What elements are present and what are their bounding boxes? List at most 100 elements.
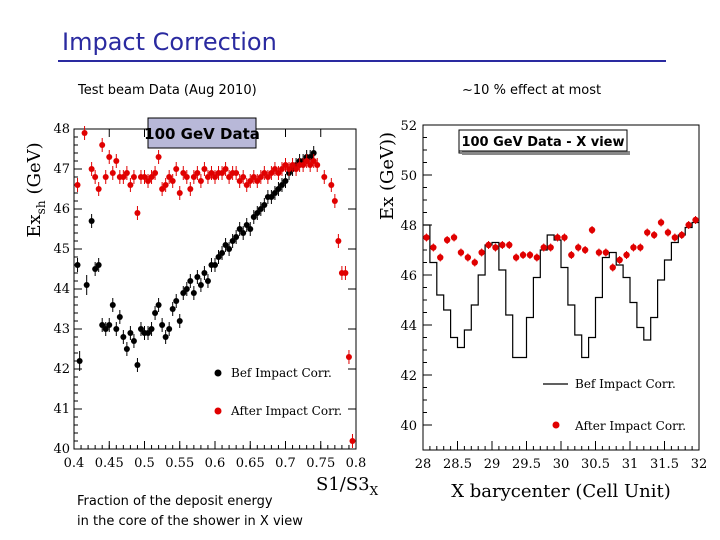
left-point-before bbox=[180, 290, 187, 296]
right-point-after bbox=[423, 234, 430, 241]
left-ytick-label: 42 bbox=[53, 362, 70, 377]
left-point-after bbox=[349, 438, 356, 444]
left-point-after bbox=[335, 238, 342, 244]
right-xtick-label: 31 bbox=[622, 457, 639, 472]
right-box-label: 100 GeV Data - X view bbox=[461, 135, 624, 150]
left-point-before bbox=[162, 334, 169, 340]
left-point-before bbox=[183, 286, 190, 292]
caption-line-1: Fraction of the deposit energy bbox=[77, 494, 273, 509]
right-point-after bbox=[457, 249, 465, 256]
right-ytick-label: 52 bbox=[400, 119, 417, 134]
left-point-before bbox=[229, 238, 236, 244]
left-xtick-label: 0.7 bbox=[275, 456, 296, 471]
left-point-after bbox=[127, 182, 134, 188]
right-series-before-line bbox=[423, 221, 699, 359]
right-point-after bbox=[485, 241, 492, 249]
left-point-before bbox=[240, 230, 247, 236]
left-point-after bbox=[102, 174, 109, 180]
right-chart-marks bbox=[423, 216, 699, 359]
left-ytick-label: 47 bbox=[53, 162, 70, 177]
left-point-after bbox=[289, 162, 296, 168]
left-point-before bbox=[247, 226, 254, 232]
left-point-after bbox=[226, 174, 233, 180]
left-chart-subtitle: Test beam Data (Aug 2010) bbox=[78, 83, 257, 98]
left-point-after bbox=[152, 170, 159, 176]
left-point-after bbox=[310, 158, 317, 164]
svg-text:Exsh(GeV): Exsh (GeV) bbox=[24, 142, 48, 237]
left-point-before bbox=[204, 278, 211, 284]
left-point-before bbox=[212, 262, 218, 268]
left-point-after bbox=[183, 174, 190, 180]
right-point-after bbox=[568, 251, 575, 259]
left-point-before bbox=[109, 302, 116, 308]
left-point-before bbox=[127, 330, 134, 336]
right-ytick-label: 42 bbox=[400, 369, 417, 384]
left-legend-before: Bef Impact Corr. bbox=[231, 366, 332, 380]
left-point-before bbox=[215, 254, 222, 260]
right-point-after bbox=[471, 259, 478, 266]
left-point-after bbox=[141, 174, 148, 180]
left-point-after bbox=[307, 162, 314, 168]
left-point-after bbox=[331, 198, 338, 204]
left-box-label-bg bbox=[147, 117, 257, 149]
left-point-before bbox=[201, 270, 208, 276]
left-point-after bbox=[293, 166, 300, 172]
left-point-before bbox=[236, 226, 243, 232]
right-legend-before: Bef Impact Corr. bbox=[575, 377, 676, 391]
right-point-after bbox=[526, 251, 534, 259]
left-chart-marks bbox=[74, 126, 356, 448]
right-point-after bbox=[678, 231, 685, 239]
left-point-after bbox=[134, 210, 141, 216]
right-chart-subtitle: ~10 % effect at most bbox=[462, 83, 602, 98]
caption: Fraction of the deposit energy in the co… bbox=[77, 492, 303, 532]
left-point-after bbox=[113, 158, 120, 164]
left-point-after bbox=[321, 174, 328, 180]
left-point-before bbox=[83, 282, 90, 288]
left-point-after bbox=[342, 270, 349, 276]
left-point-after bbox=[247, 178, 254, 184]
left-point-before bbox=[92, 266, 99, 272]
left-point-after bbox=[204, 174, 211, 180]
right-xtick-label: 31.5 bbox=[650, 457, 679, 472]
left-point-after bbox=[233, 170, 240, 176]
left-point-after bbox=[197, 178, 204, 184]
left-point-after bbox=[222, 166, 229, 172]
left-point-before bbox=[120, 334, 127, 340]
left-point-after bbox=[155, 154, 162, 160]
right-xtick-label: 29 bbox=[484, 457, 501, 472]
right-point-after bbox=[533, 254, 541, 261]
right-point-after bbox=[595, 249, 603, 256]
left-point-after bbox=[314, 162, 321, 168]
left-point-before bbox=[169, 306, 176, 312]
left-point-after bbox=[303, 158, 310, 164]
left-point-before bbox=[152, 310, 159, 316]
left-point-before bbox=[222, 242, 229, 248]
left-point-before bbox=[282, 178, 289, 184]
right-point-after bbox=[664, 229, 672, 236]
right-xtick-label: 28.5 bbox=[443, 457, 472, 472]
left-xtick-label: 0.55 bbox=[165, 456, 194, 471]
left-xtick-label: 0.8 bbox=[346, 456, 367, 471]
left-point-after bbox=[271, 166, 278, 172]
left-point-before bbox=[254, 210, 261, 216]
left-point-after bbox=[254, 178, 261, 184]
left-ytick-label: 43 bbox=[53, 322, 70, 337]
right-point-after bbox=[540, 244, 547, 251]
left-point-before bbox=[130, 338, 137, 344]
left-point-before bbox=[257, 206, 264, 212]
left-point-after bbox=[81, 130, 88, 136]
right-box-label-face bbox=[458, 129, 628, 152]
right-xtick-label: 29.5 bbox=[512, 457, 541, 472]
left-xlabel-sub: X bbox=[370, 484, 379, 498]
left-ytick-label: 40 bbox=[53, 442, 70, 457]
left-legend-before-marker bbox=[214, 369, 222, 377]
left-point-before bbox=[88, 218, 95, 224]
left-point-before bbox=[226, 246, 233, 252]
left-chart-ticks: 0.4 0.45 0.5 0.55 0.6 0.65 0.7 0.75 0.8 40 41 42 43 4… bbox=[53, 122, 366, 471]
right-point-after bbox=[443, 236, 451, 244]
right-point-after bbox=[588, 226, 596, 234]
left-point-after bbox=[219, 170, 226, 176]
left-point-after bbox=[145, 178, 152, 184]
left-xlabel: S1/S3 bbox=[316, 474, 370, 495]
left-ytick-label: 48 bbox=[53, 122, 70, 137]
